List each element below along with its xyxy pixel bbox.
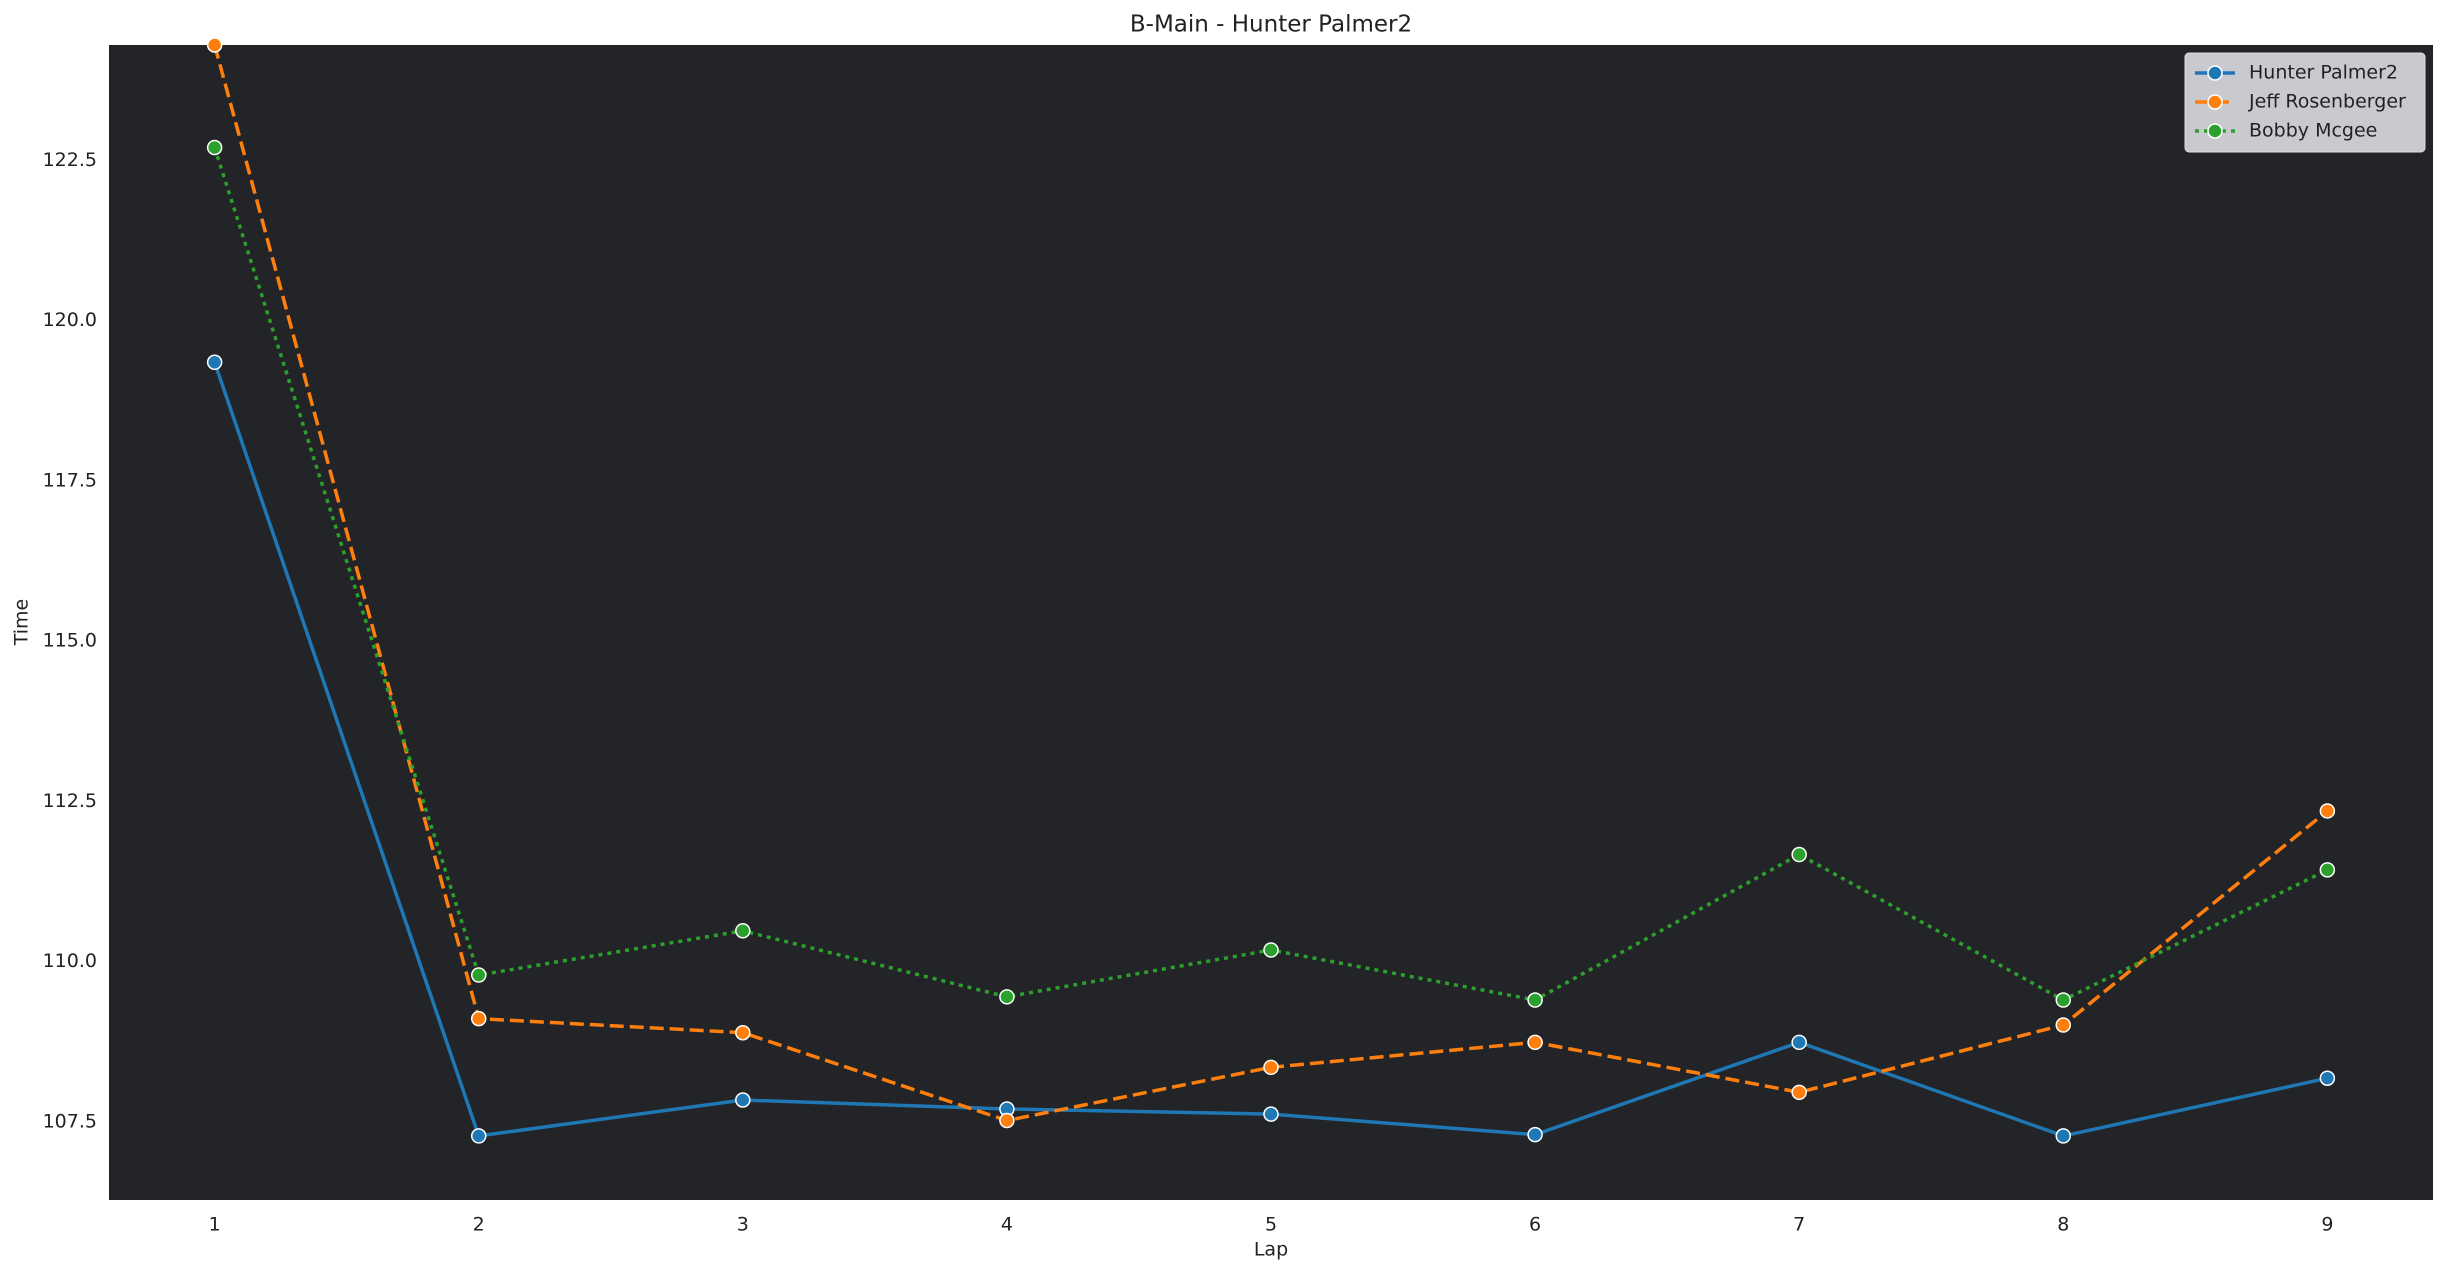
x-tick-label: 3 [737, 1214, 749, 1236]
data-point [999, 1112, 1015, 1129]
y-tick-label: 107.5 [43, 1110, 97, 1132]
x-tick-label: 7 [1793, 1214, 1805, 1236]
y-axis-label: Time [11, 599, 33, 647]
data-point [2055, 992, 2072, 1008]
data-point [735, 923, 751, 939]
x-tick-label: 2 [473, 1214, 485, 1236]
data-point [206, 37, 223, 53]
data-point [1263, 1059, 1279, 1076]
legend-box [2184, 52, 2426, 153]
legend-label: Bobby Mcgee [2249, 120, 2377, 142]
y-tick-label: 112.5 [43, 790, 97, 812]
data-point [206, 139, 223, 156]
data-point [1791, 846, 1807, 863]
data-point [1263, 942, 1279, 958]
data-point [2319, 1070, 2336, 1086]
data-point [1527, 1126, 1543, 1143]
data-point [1791, 1084, 1807, 1101]
chart-title: B-Main - Hunter Palmer2 [1130, 12, 1412, 38]
data-point [470, 967, 487, 983]
data-point [735, 1024, 751, 1041]
y-tick-label: 122.5 [43, 149, 97, 171]
y-tick-label: 120.0 [43, 309, 97, 331]
data-point [1527, 1034, 1543, 1051]
legend-marker [2207, 94, 2223, 110]
data-point [2055, 1128, 2072, 1144]
data-point [2055, 1017, 2072, 1033]
data-point [1527, 992, 1543, 1008]
legend-marker [2207, 65, 2223, 81]
legend-label: Jeff Rosenberger [2248, 91, 2406, 113]
data-point [2319, 862, 2336, 878]
y-tick-label: 110.0 [43, 950, 97, 972]
x-tick-label: 9 [2321, 1214, 2333, 1236]
plot-area [109, 45, 2433, 1200]
data-point [470, 1128, 487, 1144]
x-tick-label: 5 [1265, 1214, 1277, 1236]
data-point [735, 1092, 751, 1108]
data-point [999, 989, 1015, 1005]
data-point [2319, 803, 2336, 819]
x-tick-label: 1 [209, 1214, 221, 1236]
legend-marker [2207, 123, 2223, 139]
y-tick-label: 117.5 [43, 469, 97, 491]
data-point [1263, 1106, 1279, 1122]
data-point [206, 354, 223, 371]
data-point [470, 1010, 487, 1027]
x-tick-label: 8 [2057, 1214, 2069, 1236]
x-axis-label: Lap [1254, 1239, 1288, 1261]
data-point [1791, 1034, 1807, 1051]
x-tick-label: 6 [1529, 1214, 1541, 1236]
y-tick-label: 115.0 [43, 630, 97, 652]
legend-label: Hunter Palmer2 [2249, 62, 2398, 84]
x-tick-label: 4 [1001, 1214, 1013, 1236]
